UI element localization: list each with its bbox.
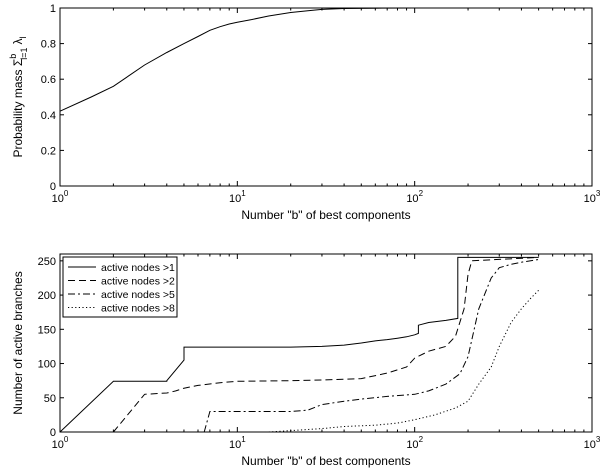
y-axis-label: Number of active branches [11,271,25,414]
x-tick-label: 100 [52,189,69,205]
x-tick-label: 103 [584,189,601,205]
y-tick-label: 1 [50,3,56,15]
series-line-4 [268,289,539,433]
x-ticks: 100 101 102 103 [52,8,601,205]
x-tick-label: 103 [584,435,601,451]
y-tick-label: 100 [38,359,56,371]
active-branches-panel: 0 50 100 150 200 250 100 101 102 103 Number "b" … [11,253,601,468]
probability-mass-panel: 0 0.2 0.4 0.6 0.8 1 100 101 102 103 Number "b" o… [8,3,601,222]
y-tick-label: 0.2 [41,145,56,157]
series-group [59,7,539,112]
x-tick-label: 100 [52,435,69,451]
y-tick-label: 0.6 [41,74,56,86]
series-group [59,256,539,433]
x-tick-label: 102 [406,435,423,451]
y-tick-label: 50 [44,393,56,405]
legend-label: active nodes >2 [101,276,175,288]
plot-frame [59,7,593,187]
x-axis-label: Number "b" of best components [241,454,410,468]
legend-label: active nodes >8 [101,303,175,315]
series-line-1 [59,256,539,433]
y-ticks: 0 0.2 0.4 0.6 0.8 1 [41,3,592,193]
x-ticks: 100 101 102 103 [52,254,601,451]
y-tick-label: 200 [38,290,56,302]
x-tick-label: 101 [229,189,246,205]
y-tick-label: 0 [50,427,56,439]
series-line-1 [59,7,539,112]
y-tick-label: 0 [50,181,56,193]
y-ticks: 0 50 100 150 200 250 [38,256,592,439]
legend-label: active nodes >5 [101,289,175,301]
x-axis-label: Number "b" of best components [241,208,410,222]
plot-frame [59,253,593,433]
y-tick-label: 150 [38,324,56,336]
y-tick-label: 0.4 [41,110,56,122]
y-tick-label: 250 [38,256,56,268]
y-axis-label: Probability mass Σbl=1λl [8,36,29,157]
x-tick-label: 101 [229,435,246,451]
legend-label: active nodes >1 [101,262,175,274]
y-tick-label: 0.8 [41,39,56,51]
series-line-3 [203,259,539,433]
series-line-2 [113,256,539,433]
x-tick-label: 102 [406,189,423,205]
